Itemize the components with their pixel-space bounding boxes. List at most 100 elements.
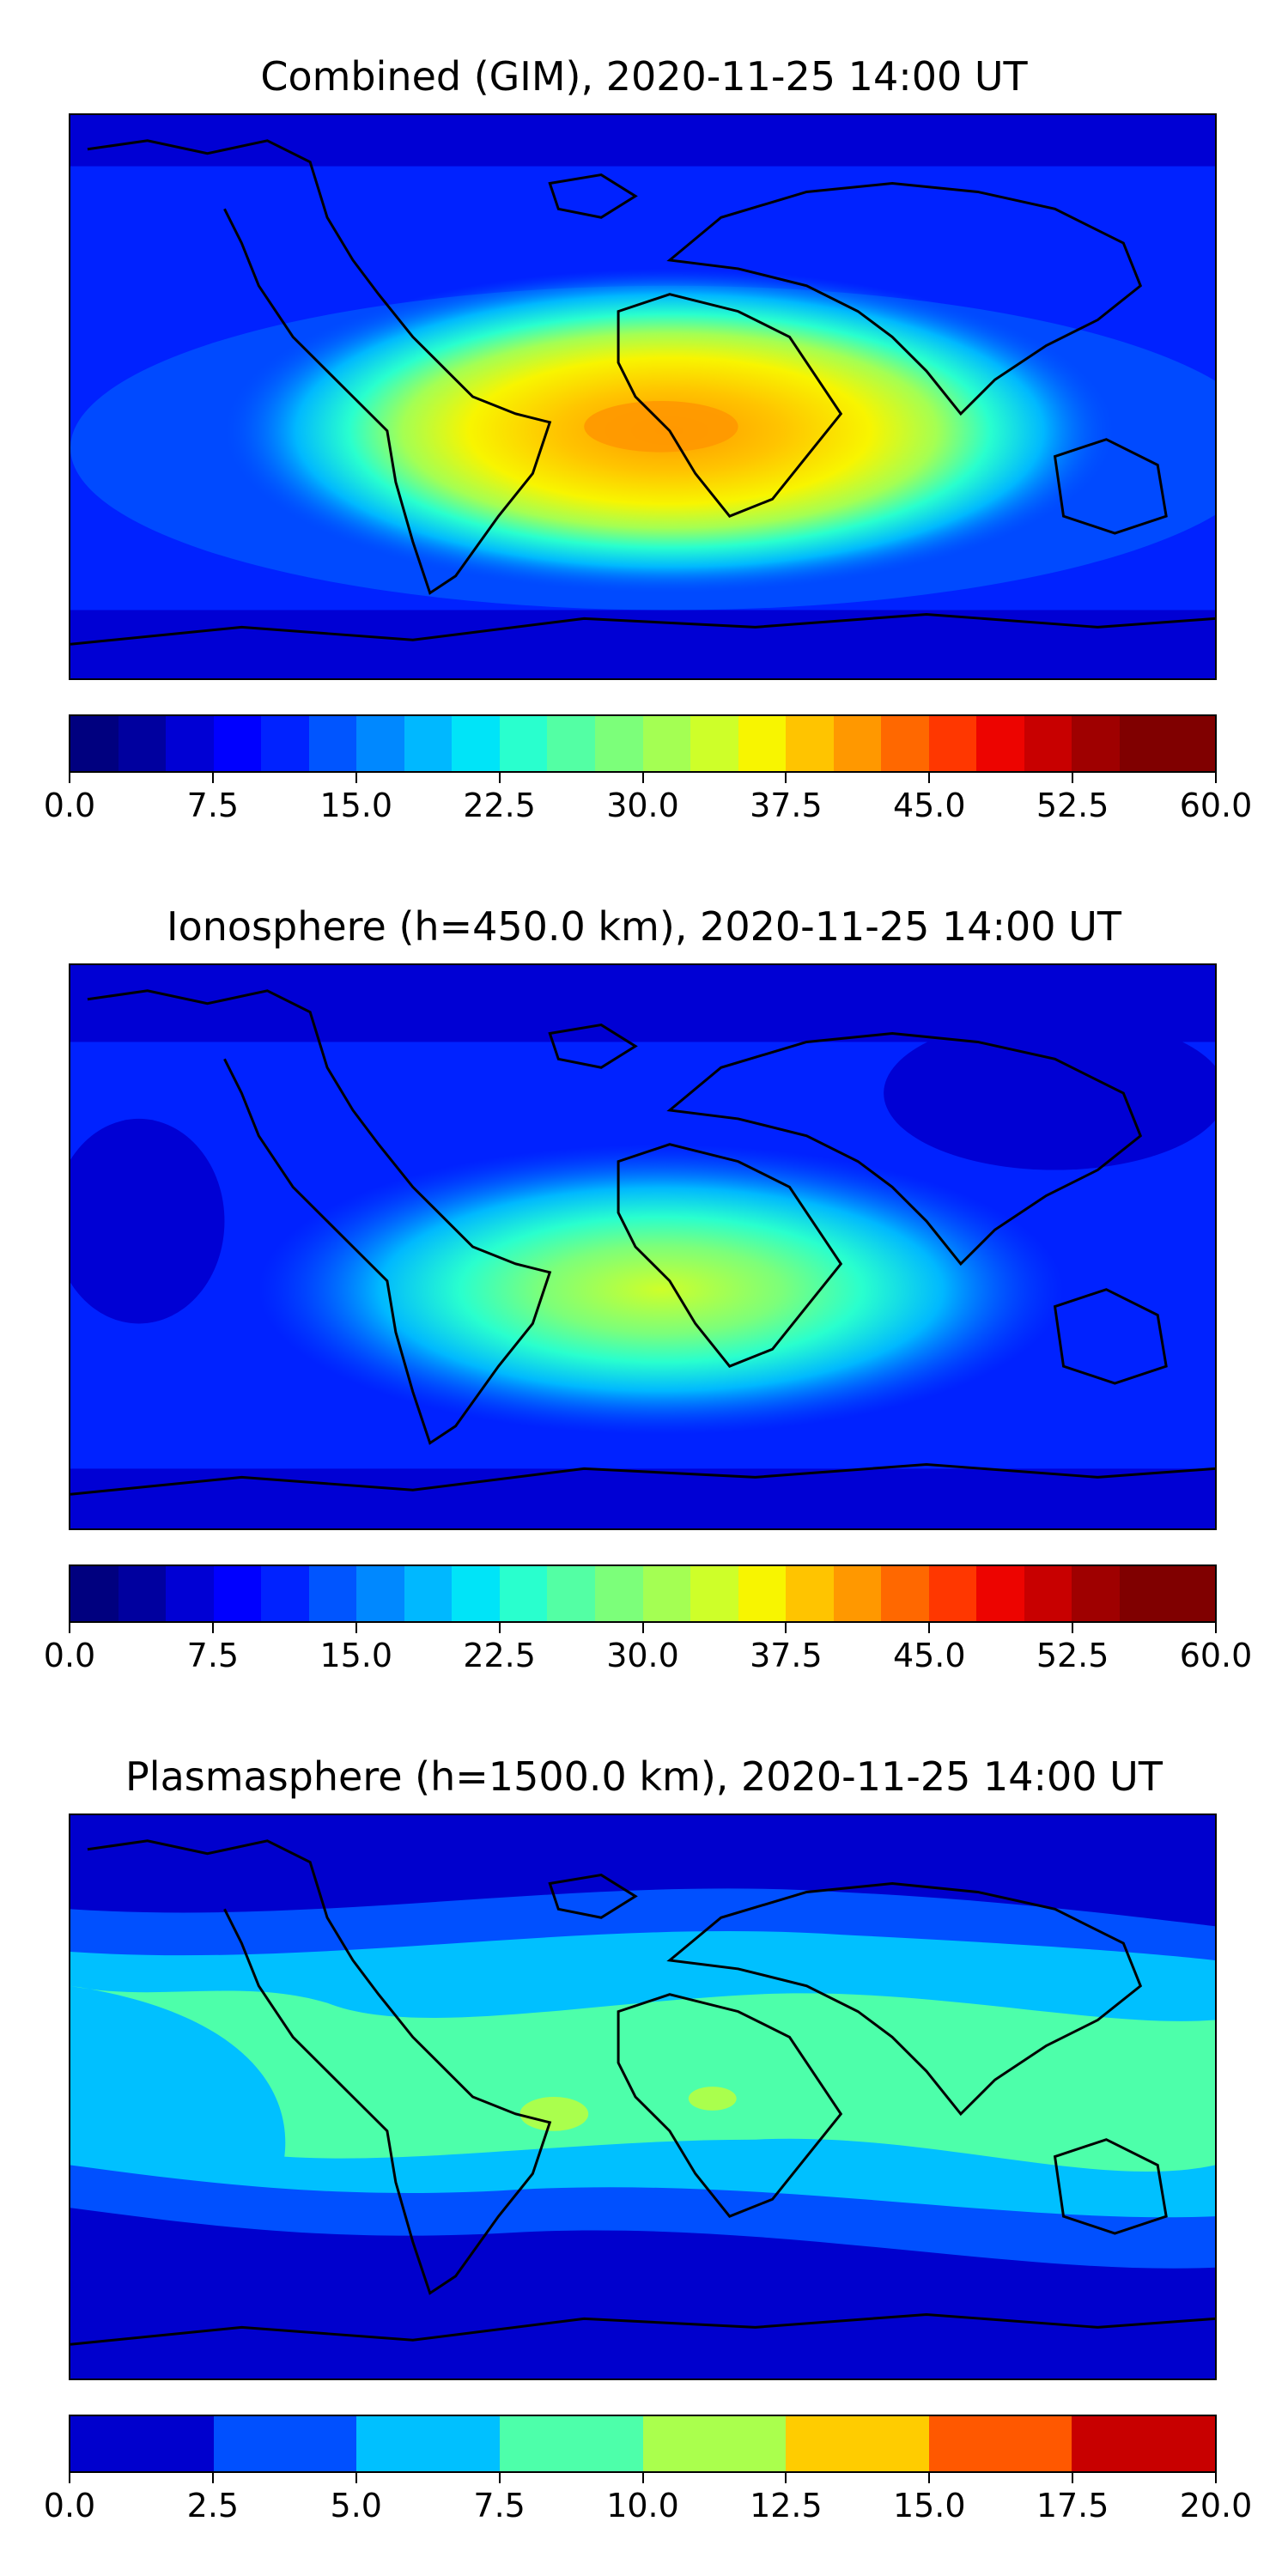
colorbar-segment [547,716,596,771]
colorbar-tick-mark [1072,2473,1074,2483]
colorbar-segment [1072,716,1121,771]
colorbar-segment [70,716,118,771]
colorbar-segment [452,716,500,771]
colorbar-segment [166,716,214,771]
colorbar-tick-label: 37.5 [750,787,823,824]
colorbar-segment [356,1566,404,1621]
panel-3-title: Plasmasphere (h=1500.0 km), 2020-11-25 1… [125,1753,1163,1800]
colorbar-tick-mark [1215,2473,1217,2483]
colorbar-segment [642,716,691,771]
colorbar-tick-label: 15.0 [892,2487,966,2524]
colorbar-segment [1167,716,1216,771]
colorbar-tick-label: 7.5 [186,1637,240,1674]
band-7-10 [70,1985,1215,2172]
colorbar-tick-label: 52.5 [1036,1637,1109,1674]
colorbar-tick-label: 7.5 [473,2487,526,2524]
colorbar-segment [213,1566,262,1621]
colorbar-segment [928,2416,1072,2471]
colorbar-segment [499,2416,643,2471]
colorbar-tick-label: 15.0 [319,787,393,824]
colorbar-tick-mark [1215,773,1217,783]
colorbar-segment [976,1566,1024,1621]
colorbar-tick-mark [69,773,70,783]
panel-2-title: Ionosphere (h=450.0 km), 2020-11-25 14:0… [167,903,1121,950]
colorbar-tick-mark [498,2473,501,2483]
colorbar-segment [642,1566,691,1621]
panel-2-colorbar [69,1564,1217,1623]
colorbar-segment [642,2416,787,2471]
colorbar-tick-label: 60.0 [1179,1637,1253,1674]
colorbar-segment [404,1566,453,1621]
colorbar-segment [1072,1566,1121,1621]
colorbar-tick-label: 0.0 [43,1637,96,1674]
colorbar-tick-label: 0.0 [43,787,96,824]
north-polar-band [70,115,1215,167]
colorbar-tick-mark [928,773,931,783]
colorbar-tick-label: 0.0 [43,2487,96,2524]
colorbar-tick-label: 52.5 [1036,787,1109,824]
colorbar-segment [308,716,357,771]
tec-map-combined [70,115,1215,678]
colorbar-tick-mark [785,773,787,783]
colorbar-tick-mark [928,1623,931,1633]
colorbar-tick-label: 17.5 [1036,2487,1109,2524]
colorbar-segment [738,1566,787,1621]
colorbar-tick-label: 15.0 [319,1637,393,1674]
colorbar-tick-mark [69,2473,70,2483]
colorbar-tick-mark [785,1623,787,1633]
coastlines [70,139,1215,646]
colorbar-segment [1024,1566,1072,1621]
colorbar-tick-label: 22.5 [463,1637,536,1674]
tec-map-ionosphere [70,965,1215,1528]
colorbar-segment [928,1566,977,1621]
colorbar-segment [308,1566,357,1621]
colorbar-segment [690,1566,738,1621]
colorbar-segment [547,1566,596,1621]
north-asia-low [884,1016,1215,1170]
crest-core [584,400,738,453]
colorbar-tick-label: 30.0 [606,787,679,824]
colorbar-segment [70,1566,118,1621]
colorbar-tick-label: 60.0 [1179,787,1253,824]
tec-map-plasmasphere [70,1815,1215,2379]
colorbar-tick-mark [355,1623,357,1633]
colorbar-segment [452,1566,500,1621]
colorbar-segment [1072,2416,1215,2471]
colorbar-tick-mark [1072,1623,1074,1633]
colorbar-segment [499,1566,548,1621]
panel-3-colorbar [69,2415,1217,2473]
colorbar-segment [1120,1566,1168,1621]
panel-1-colorbar [69,714,1217,773]
colorbar-segment [976,716,1024,771]
colorbar-tick-label: 7.5 [186,787,240,824]
colorbar-segment [786,1566,834,1621]
colorbar-segment [833,1566,882,1621]
colorbar-tick-label: 45.0 [892,1637,966,1674]
colorbar-segment [261,716,309,771]
colorbar-segment [595,1566,643,1621]
colorbar-segment [595,716,643,771]
panel-1-map [69,113,1217,680]
colorbar-segment [928,716,977,771]
colorbar-tick-label: 30.0 [606,1637,679,1674]
colorbar-segment [738,716,787,771]
colorbar-segment [786,716,834,771]
colorbar-segment [213,2416,357,2471]
colorbar-tick-mark [498,1623,501,1633]
colorbar-segment [166,1566,214,1621]
colorbar-segment [833,716,882,771]
colorbar-tick-mark [641,2473,644,2483]
coastlines [70,989,1215,1496]
colorbar-segment [213,716,262,771]
colorbar-tick-label: 12.5 [750,2487,823,2524]
colorbar-tick-mark [355,2473,357,2483]
equatorial-crest [258,1144,1064,1435]
colorbar-tick-label: 10.0 [606,2487,679,2524]
colorbar-tick-mark [641,773,644,783]
colorbar-tick-label: 37.5 [750,1637,823,1674]
colorbar-tick-label: 20.0 [1179,2487,1253,2524]
peak-americas [519,2097,589,2131]
colorbar-segment [881,1566,929,1621]
colorbar-segment [1167,1566,1216,1621]
colorbar-tick-label: 2.5 [186,2487,240,2524]
